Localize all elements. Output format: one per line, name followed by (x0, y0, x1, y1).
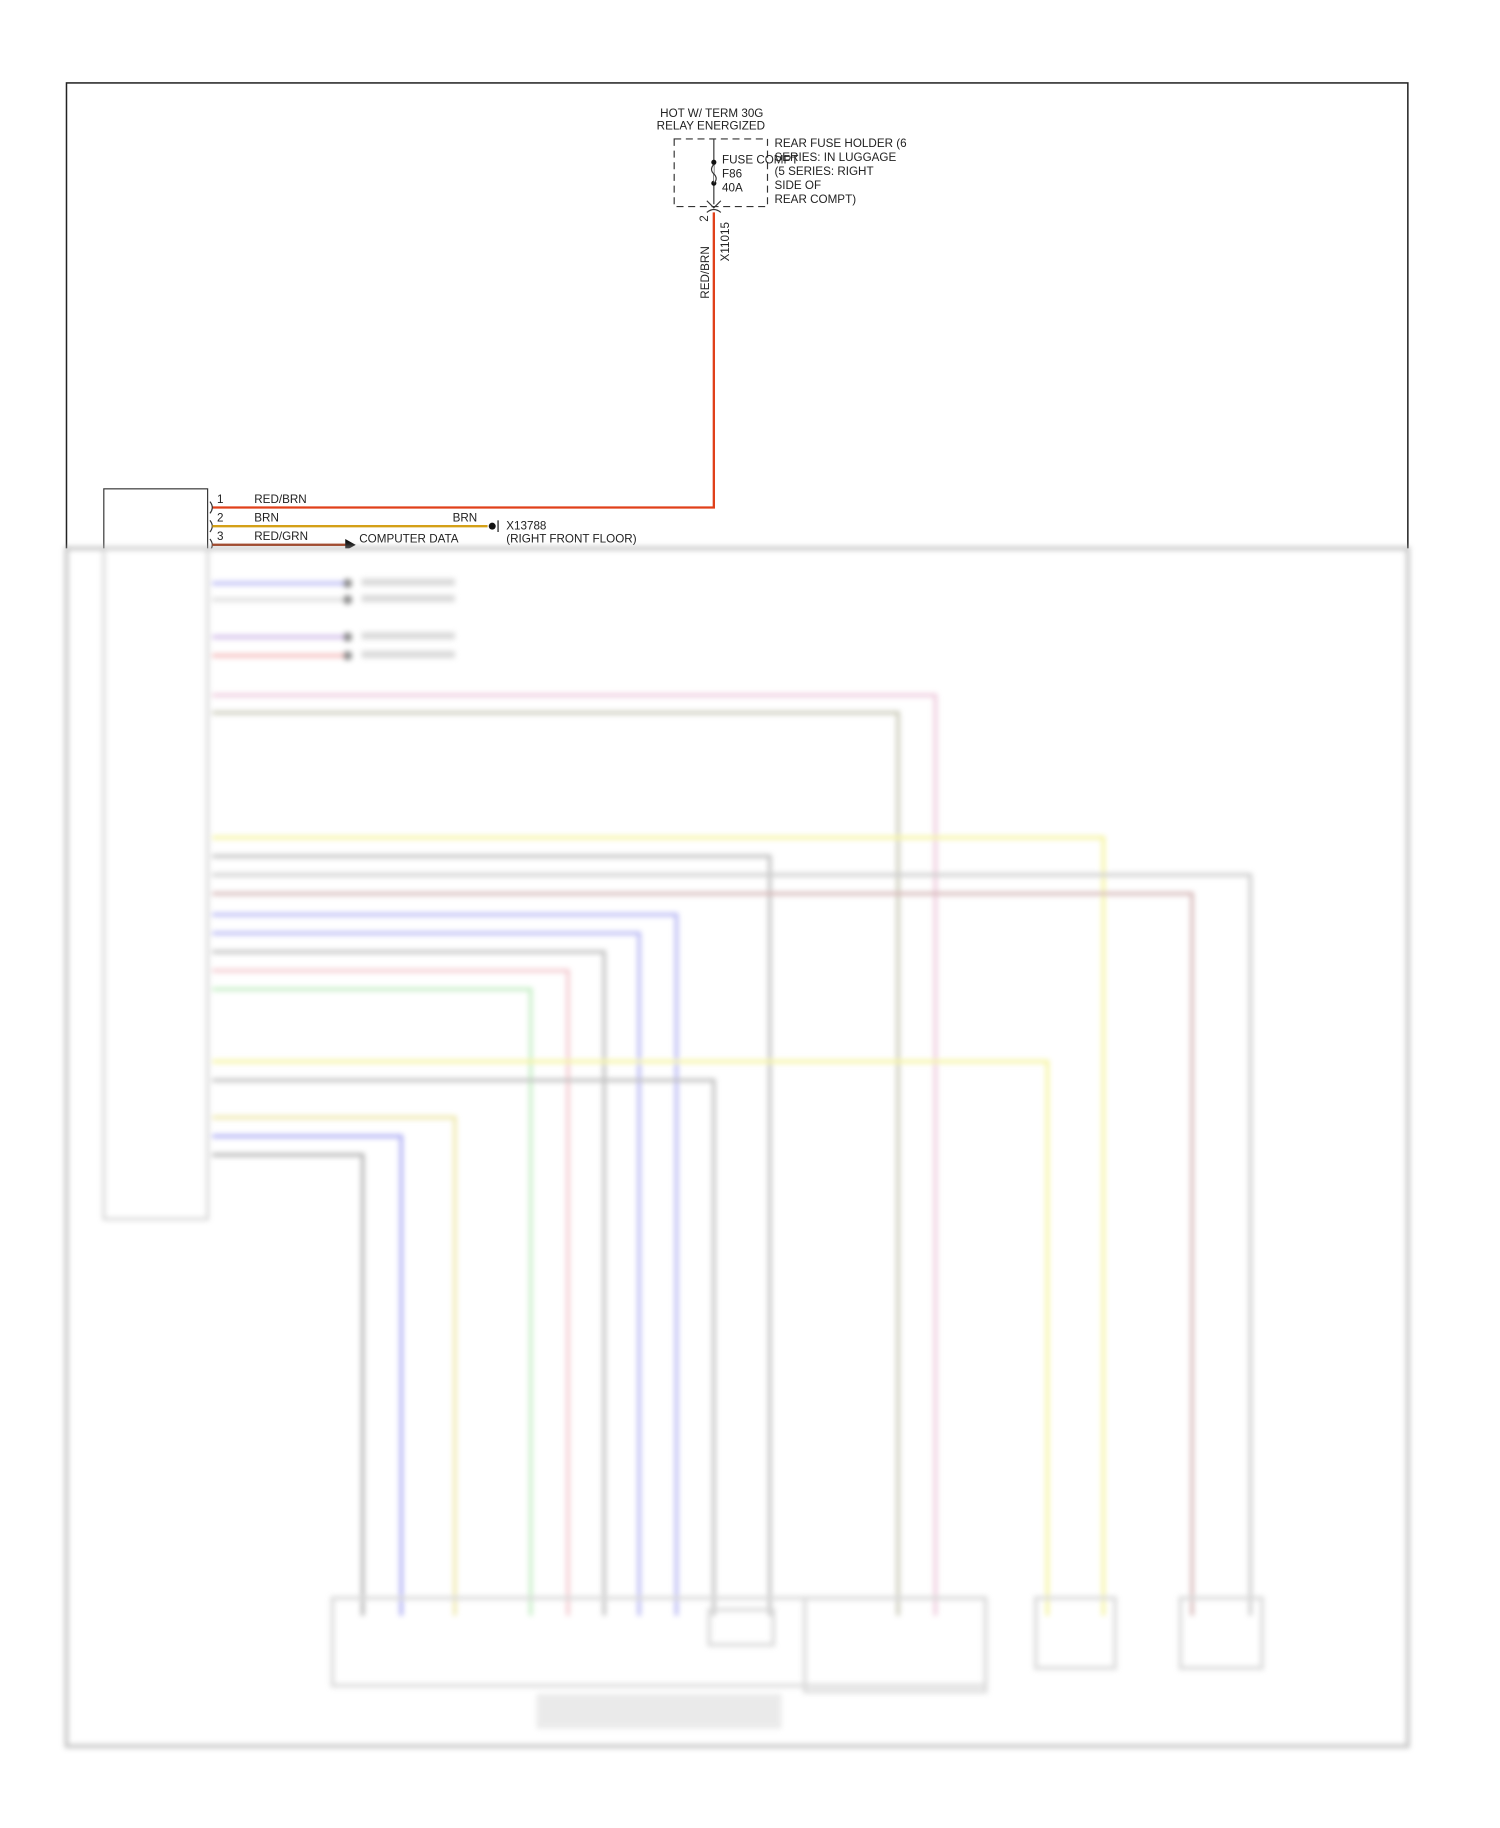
connector-id: X11015 (719, 222, 732, 261)
blurred-wire (361, 594, 455, 602)
label-blurred (536, 1693, 782, 1729)
fuse-holder-label: SIDE OF (774, 179, 821, 192)
fuse-holder-box (673, 138, 769, 208)
wire-color-label: RED/BRN (254, 493, 306, 506)
power-source-label: HOT W/ TERM 30G (660, 107, 763, 120)
blurred-wire (212, 931, 641, 1616)
blurred-wire (212, 711, 900, 1616)
wire-color-label: RED/GRN (254, 530, 308, 543)
blurred-wire (342, 632, 353, 642)
wire-color-label: RED/BRN (699, 246, 712, 298)
ground-icon (488, 522, 496, 530)
blurred-wire (212, 1078, 716, 1616)
wire-red-brn (212, 212, 716, 509)
blurred-wire (212, 1134, 403, 1616)
fuse-label: FUSE COMPT (722, 153, 798, 166)
fuse-holder-label: REAR FUSE HOLDER (6 (774, 137, 906, 150)
fuse-terminal (711, 159, 717, 165)
wire-color-label: BRN (453, 512, 478, 525)
component-blurred (1178, 1596, 1264, 1670)
blurred-wire (342, 650, 353, 661)
fuse-rating: 40A (722, 181, 743, 194)
fuse-holder-label: SERIES: IN LUGGAGE (774, 151, 896, 164)
blurred-wire (361, 578, 455, 586)
pin-number: 1 (217, 493, 223, 506)
blurred-wire (212, 835, 1106, 1616)
fuse-id: F86 (722, 167, 742, 180)
blurred-wire (342, 578, 353, 588)
blurred-wire (212, 693, 938, 1616)
component-blurred (803, 1596, 988, 1694)
frame-blurred (64, 546, 1410, 1748)
module-blurred (102, 547, 209, 1221)
blurred-region (61, 548, 1415, 1828)
blurred-wire (212, 891, 1194, 1616)
pin-number: 2 (217, 512, 223, 525)
blurred-wire (212, 1115, 457, 1616)
power-source-label: RELAY ENERGIZED (657, 120, 765, 133)
blurred-wire (212, 1059, 1050, 1616)
blurred-wire (212, 854, 772, 1616)
component-blurred (707, 1608, 776, 1647)
connector-pin: 2 (698, 215, 711, 221)
blurred-wire (361, 632, 455, 640)
connector-symbol (706, 200, 722, 213)
blurred-wire (212, 968, 570, 1616)
ground-location: (RIGHT FRONT FLOOR) (506, 532, 636, 545)
ground-id: X13788 (506, 520, 546, 533)
blurred-wire (212, 912, 679, 1616)
component-blurred (1034, 1596, 1117, 1670)
blurred-wire (212, 1153, 365, 1616)
fuse-holder-label: (5 SERIES: RIGHT (774, 165, 873, 178)
computer-data-label: COMPUTER DATA (359, 532, 459, 545)
fuse-holder-label: REAR COMPT) (774, 193, 856, 206)
pin-number: 3 (217, 530, 223, 543)
fuse-icon (710, 164, 717, 184)
blurred-wire (361, 650, 455, 658)
blurred-wire (212, 987, 533, 1616)
blurred-wire (212, 950, 606, 1616)
wire-color-label: BRN (254, 512, 279, 525)
blurred-wire (212, 873, 1253, 1616)
pin-connector-icon (209, 501, 213, 552)
blurred-wiring (64, 546, 1410, 1748)
blurred-wire (342, 594, 353, 605)
